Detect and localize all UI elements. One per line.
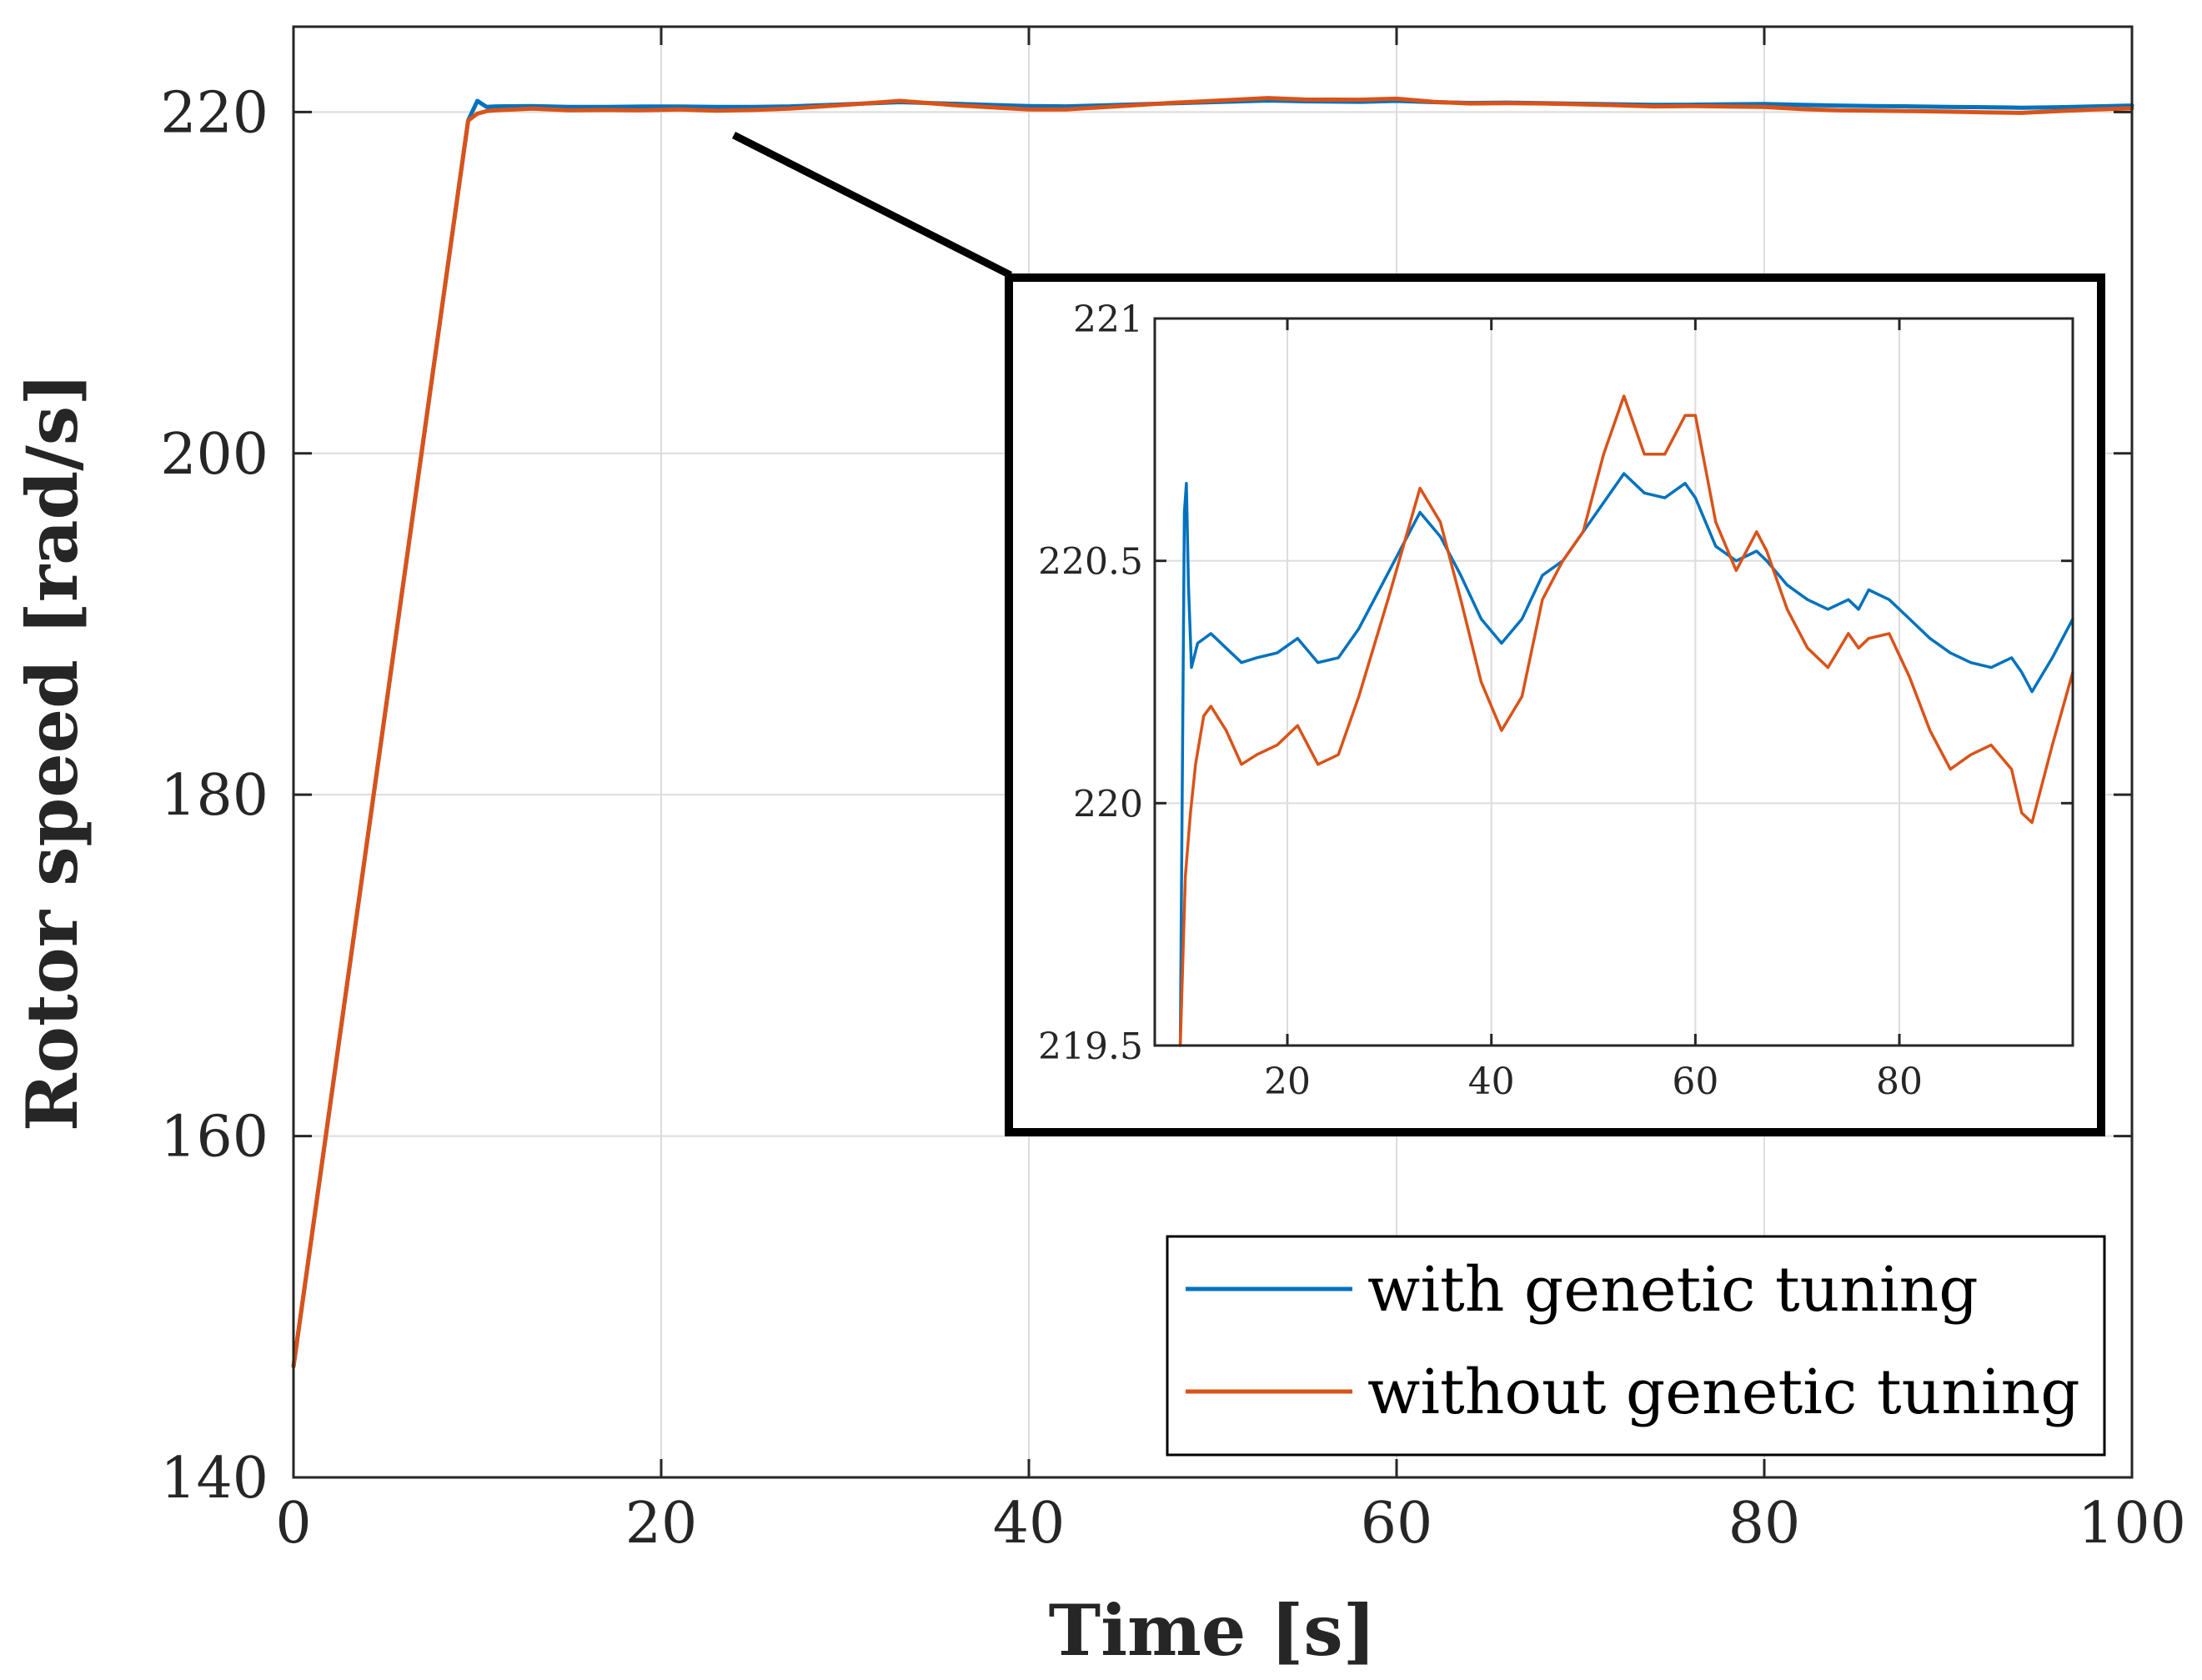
inset-border [1005,273,2105,1136]
main-axis-ticks: 0 20 40 60 80 100 140 160 180 200 220 [160,27,2186,1557]
x-axis-title: Time [s] [1049,1589,1377,1672]
inset-x-tick-label: 80 [1876,1061,1923,1103]
y-axis-title: Rotor speed [rad/s] [11,373,93,1131]
main-y-tick-label: 180 [160,763,268,829]
inset-plot-frame [1153,317,2074,1047]
main-x-tick-label: 100 [2078,1491,2186,1557]
main-x-tick-label: 60 [1361,1491,1433,1557]
inset-x-tick-label: 40 [1468,1061,1515,1103]
inset-x-tick-label: 20 [1264,1061,1311,1103]
inset-x-tick-label: 60 [1672,1061,1718,1103]
legend-label-without-genetic-tuning: without genetic tuning [1367,1357,2080,1428]
main-plot-lines [291,96,2134,1369]
main-y-tick-label: 200 [160,422,268,488]
main-series-without-genetic-tuning [291,96,2134,1369]
legend: with genetic tuning without genetic tuni… [1166,1235,2106,1457]
main-x-tick-label: 0 [275,1491,311,1557]
main-x-tick-label: 40 [993,1491,1066,1557]
inset-plot-lines [1178,394,2074,1047]
inset-y-tick-label: 221 [1073,298,1143,341]
zoom-callout-line [731,131,1013,279]
inset-series-without-genetic-tuning [1178,394,2074,1047]
inset-y-tick-label: 219.5 [1038,1026,1143,1068]
inset-y-tick-label: 220.5 [1038,541,1143,584]
legend-label-with-genetic-tuning: with genetic tuning [1367,1254,1979,1326]
main-y-tick-label: 220 [160,80,268,146]
main-y-tick-label: 160 [160,1105,268,1171]
legend-box [1166,1235,2106,1457]
main-plot-frame [292,25,2134,1479]
main-x-tick-label: 80 [1728,1491,1801,1557]
inset-axis-ticks: 20 40 60 80 219.5 220 220.5 221 [1038,298,2073,1103]
main-x-tick-label: 20 [625,1491,698,1557]
main-y-tick-label: 140 [160,1446,268,1512]
inset-series-with-genetic-tuning [1178,472,2074,1047]
inset-y-tick-label: 220 [1073,783,1143,825]
